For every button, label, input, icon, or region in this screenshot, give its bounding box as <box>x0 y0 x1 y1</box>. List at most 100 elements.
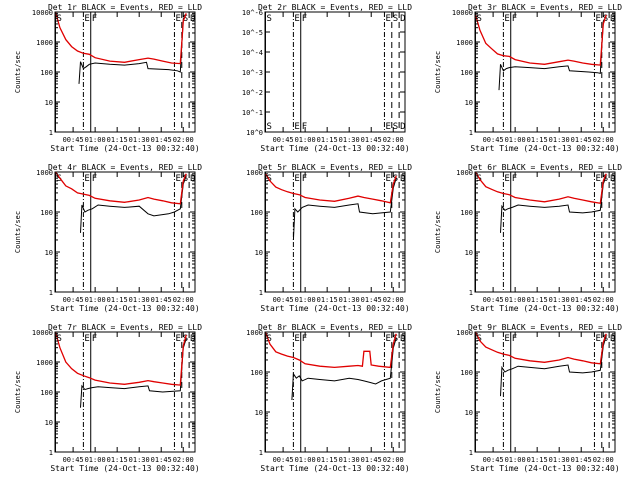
y-tick-label: 1000 <box>36 359 53 367</box>
y-axis-label: Counts/sec <box>434 371 442 413</box>
x-axis-label: Start Time (24-Oct-13 00:32:40) <box>470 144 619 153</box>
x-tick-label: 01:45 <box>361 456 382 464</box>
plot-frame <box>474 331 616 453</box>
y-tick-label: 100 <box>250 209 263 217</box>
x-tick-label: 02:00 <box>383 296 404 304</box>
flag-label-top: S <box>266 14 271 24</box>
flag-label-top: D <box>610 174 615 184</box>
plot-frame <box>264 331 406 453</box>
flag-label-top: E <box>595 14 600 24</box>
x-tick-label: 01:15 <box>107 136 128 144</box>
x-tick-label: 01:00 <box>505 456 526 464</box>
series-events-line <box>292 178 397 241</box>
y-tick-label: 1000 <box>36 169 53 177</box>
x-tick-label: 01:15 <box>317 136 338 144</box>
x-tick-label: 01:30 <box>549 136 570 144</box>
panel-title: Det 8r BLACK = Events, RED = LLD <box>258 323 412 332</box>
flag-label-top: S <box>266 334 271 344</box>
x-tick-label: 02:00 <box>593 136 614 144</box>
y-tick-label: 10^-3 <box>242 69 263 77</box>
y-tick-label: 1000 <box>246 329 263 337</box>
flag-label-top: E <box>504 334 509 344</box>
detector-panel-2r: Det 2r BLACK = Events, RED = LLDSSEEFFEE… <box>242 3 412 153</box>
flag-label-top: E <box>504 14 509 24</box>
flag-label-top: S <box>56 174 61 184</box>
series-events-line <box>498 16 607 91</box>
panel-title: Det 1r BLACK = Events, RED = LLD <box>48 3 202 12</box>
panel-title: Det 2r BLACK = Events, RED = LLD <box>258 3 412 12</box>
panel-title: Det 3r BLACK = Events, RED = LLD <box>468 3 622 12</box>
flag-label-top: E <box>294 334 299 344</box>
series-events-line <box>291 338 397 401</box>
x-tick-label: 01:00 <box>295 296 316 304</box>
x-tick-label: 00:45 <box>483 136 504 144</box>
series-events-line <box>80 338 187 408</box>
flag-label-top: S <box>393 14 398 24</box>
detector-panel-7r: Det 7r BLACK = Events, RED = LLDSEFESD11… <box>14 323 202 473</box>
series-group <box>55 12 187 84</box>
flag-label-bottom: E <box>385 122 390 132</box>
y-tick-label: 1 <box>469 289 473 297</box>
flag-label-top: E <box>84 174 89 184</box>
flag-lines <box>265 332 400 452</box>
flag-label-top: F <box>302 174 307 184</box>
x-tick-label: 02:00 <box>383 456 404 464</box>
flag-label-top: E <box>385 14 390 24</box>
series-lld-line <box>265 332 397 369</box>
x-axis-label: Start Time (24-Oct-13 00:32:40) <box>260 304 409 313</box>
x-tick-label: 01:00 <box>295 136 316 144</box>
y-axis-label: Counts/sec <box>434 51 442 93</box>
x-tick-label: 02:00 <box>593 296 614 304</box>
x-tick-label: 00:45 <box>63 456 84 464</box>
series-group <box>55 172 187 233</box>
flag-lines <box>55 12 190 132</box>
flag-label-top: F <box>92 334 97 344</box>
flag-label-top: E <box>294 174 299 184</box>
x-tick-label: 02:00 <box>383 136 404 144</box>
x-tick-label: 02:00 <box>173 136 194 144</box>
x-tick-label: 00:45 <box>63 136 84 144</box>
series-group <box>55 332 187 408</box>
series-group <box>475 14 607 91</box>
y-tick-label: 100 <box>460 209 473 217</box>
detector-panel-1r: Det 1r BLACK = Events, RED = LLDSEFESD11… <box>14 3 202 153</box>
panel-title: Det 5r BLACK = Events, RED = LLD <box>258 163 412 172</box>
flag-lines <box>55 172 190 292</box>
x-axis-label: Start Time (24-Oct-13 00:32:40) <box>50 464 199 473</box>
y-tick-label: 10 <box>45 249 53 257</box>
y-tick-label: 100 <box>460 369 473 377</box>
series-group <box>265 332 397 401</box>
flag-label-top: F <box>92 14 97 24</box>
y-tick-label: 1000 <box>246 169 263 177</box>
panel-title: Det 4r BLACK = Events, RED = LLD <box>48 163 202 172</box>
flag-label-bottom: S <box>393 122 398 132</box>
flag-label-bottom: F <box>302 122 307 132</box>
panel-title: Det 7r BLACK = Events, RED = LLD <box>48 323 202 332</box>
series-events-line <box>78 14 187 84</box>
flag-label-top: E <box>385 334 390 344</box>
y-tick-label: 10 <box>45 99 53 107</box>
x-tick-label: 00:45 <box>483 296 504 304</box>
x-tick-label: 01:00 <box>85 136 106 144</box>
series-events-line <box>500 175 607 233</box>
y-tick-label: 1 <box>49 449 53 457</box>
series-group <box>475 332 607 397</box>
y-tick-label: 1 <box>259 449 263 457</box>
x-tick-label: 02:00 <box>593 456 614 464</box>
flag-label-top: F <box>302 334 307 344</box>
series-group <box>265 173 397 241</box>
x-tick-label: 01:30 <box>549 456 570 464</box>
flag-label-top: D <box>400 14 405 24</box>
x-axis-label: Start Time (24-Oct-13 00:32:40) <box>50 304 199 313</box>
x-tick-label: 00:45 <box>273 296 294 304</box>
x-tick-label: 01:45 <box>361 136 382 144</box>
x-axis-label: Start Time (24-Oct-13 00:32:40) <box>260 144 409 153</box>
y-tick-label: 10 <box>45 419 53 427</box>
x-tick-label: 01:00 <box>505 136 526 144</box>
y-tick-label: 100 <box>40 389 53 397</box>
flag-lines <box>475 172 610 292</box>
